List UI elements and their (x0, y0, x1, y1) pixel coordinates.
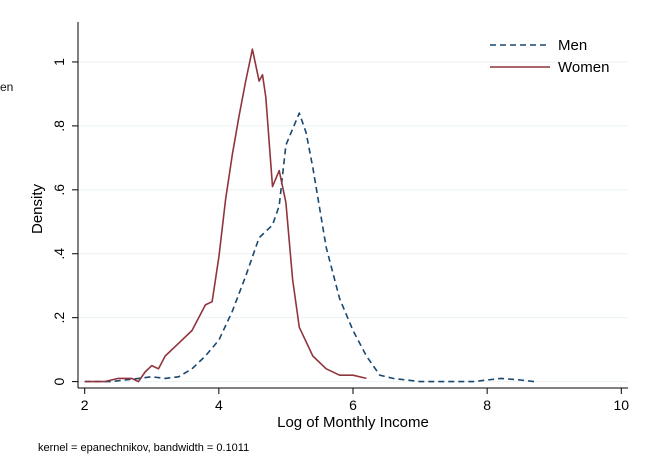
x-tick-label: 2 (81, 397, 89, 413)
y-tick-label: .4 (51, 248, 67, 260)
series-line-men (84, 112, 535, 383)
y-tick-label: .8 (51, 120, 67, 132)
legend-label-men: Men (558, 37, 587, 54)
kernel-note: kernel = epanechnikov, bandwidth = 0.101… (38, 442, 249, 454)
y-tick-label: 0 (51, 378, 67, 386)
axes: 0 .2 .4 .6 .8 1 2 4 6 8 10 (51, 22, 629, 413)
x-tick-label: 8 (483, 397, 491, 413)
y-tick-label: 1 (51, 58, 67, 66)
x-axis-title: Log of Monthly Income (277, 414, 429, 431)
grid-lines (78, 61, 628, 383)
x-tick-label: 10 (614, 397, 630, 413)
legend: Men Women (490, 37, 609, 76)
chart-background (14, 0, 645, 466)
y-axis-title: Density (29, 183, 46, 234)
series-line-women (84, 48, 367, 383)
background-text-fragment: en (0, 80, 14, 94)
y-tick-label: .2 (51, 312, 67, 324)
y-tick-label: .6 (51, 184, 67, 196)
legend-label-women: Women (558, 59, 609, 76)
x-tick-label: 6 (349, 397, 357, 413)
x-tick-label: 4 (215, 397, 223, 413)
series-layer (84, 48, 535, 383)
